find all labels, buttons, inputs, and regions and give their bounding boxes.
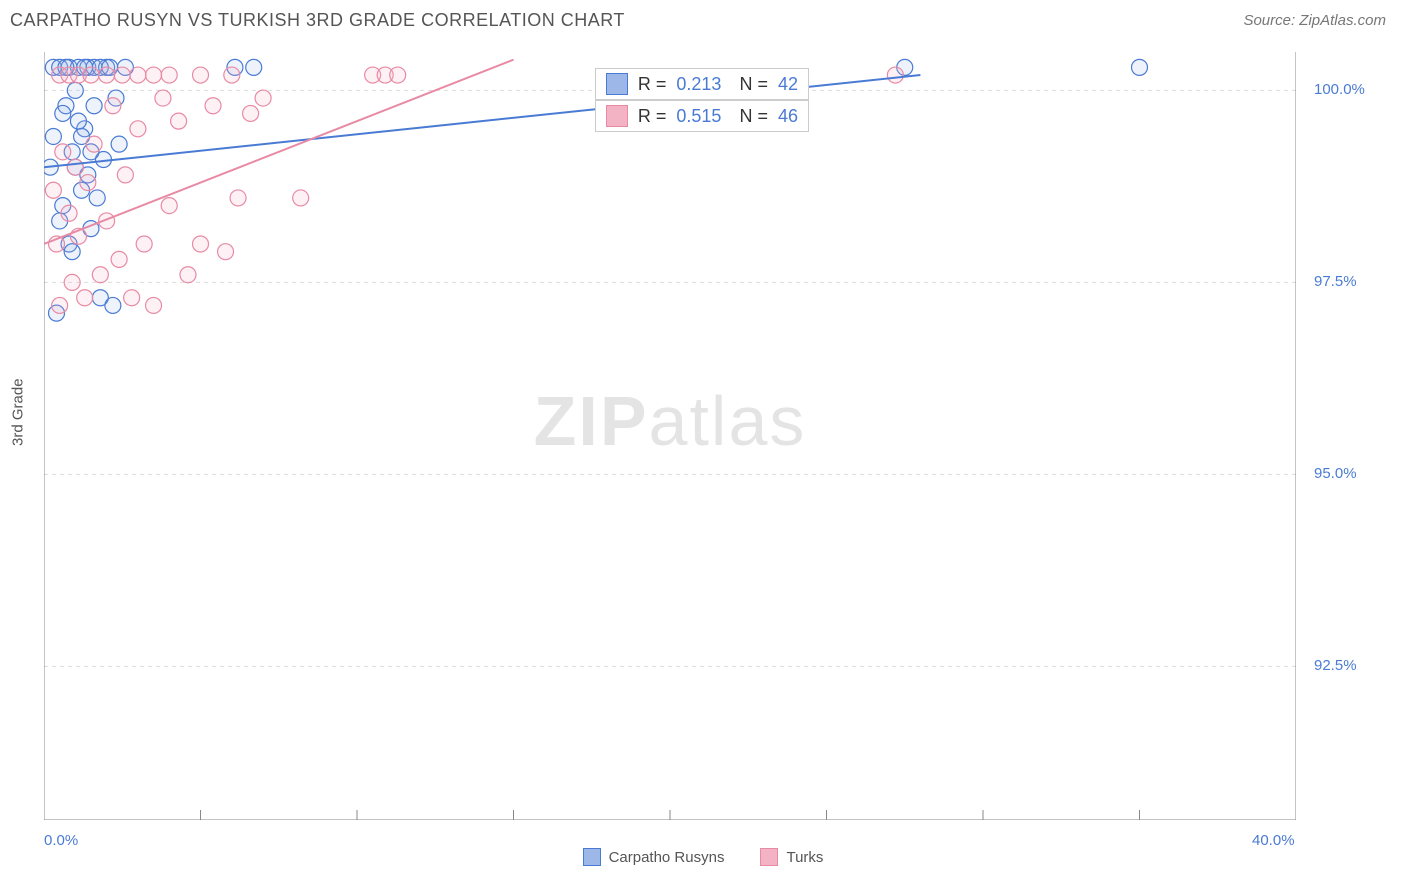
legend-item: Carpatho Rusyns	[583, 848, 725, 866]
n-value: 46	[778, 106, 798, 127]
scatter-plot	[44, 52, 1296, 820]
y-tick-label: 97.5%	[1314, 273, 1357, 290]
source-attribution: Source: ZipAtlas.com	[1243, 12, 1386, 29]
chart-title: CARPATHO RUSYN VS TURKISH 3RD GRADE CORR…	[10, 10, 625, 31]
y-tick-label: 100.0%	[1314, 81, 1365, 98]
r-value: 0.213	[676, 74, 721, 95]
x-tick-label: 0.0%	[44, 832, 78, 849]
r-label: R =	[638, 106, 667, 127]
x-tick-label: 40.0%	[1252, 832, 1295, 849]
legend-label: Turks	[786, 849, 823, 866]
legend-swatch	[760, 848, 778, 866]
y-axis-label: 3rd Grade	[10, 378, 27, 446]
legend: Carpatho Rusyns Turks	[0, 848, 1406, 866]
legend-swatch	[583, 848, 601, 866]
correlation-box: R = 0.213 N = 42	[595, 68, 809, 100]
y-tick-label: 92.5%	[1314, 657, 1357, 674]
n-label: N =	[739, 74, 768, 95]
legend-label: Carpatho Rusyns	[609, 849, 725, 866]
chart-area: ZIPatlas	[44, 52, 1296, 820]
r-label: R =	[638, 74, 667, 95]
legend-item: Turks	[760, 848, 823, 866]
n-label: N =	[739, 106, 768, 127]
correlation-box: R = 0.515 N = 46	[595, 100, 809, 132]
n-value: 42	[778, 74, 798, 95]
r-value: 0.515	[676, 106, 721, 127]
y-tick-label: 95.0%	[1314, 465, 1357, 482]
legend-swatch	[606, 105, 628, 127]
legend-swatch	[606, 73, 628, 95]
